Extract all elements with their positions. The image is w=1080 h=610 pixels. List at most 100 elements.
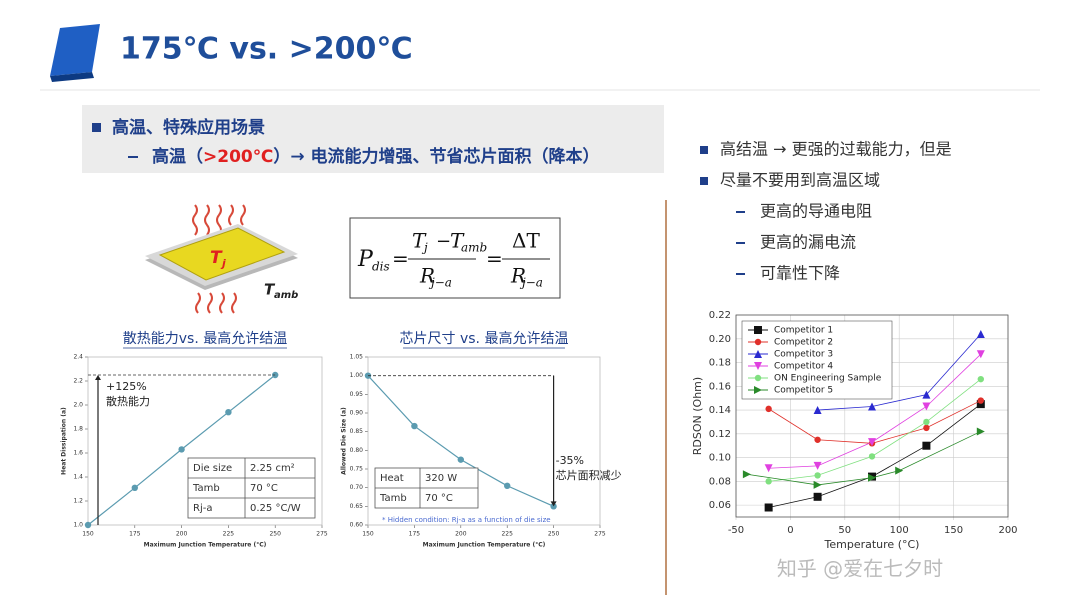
chart-title: 芯片尺寸 vs. 最高允许结温	[400, 330, 569, 347]
marker	[765, 478, 772, 485]
marker	[895, 466, 904, 475]
formula-part: =	[486, 247, 503, 271]
dash-mark	[128, 156, 138, 158]
y-tick-label: 1.6	[73, 450, 83, 457]
chart-title: 散热能力vs. 最高允许结温	[123, 330, 287, 347]
formula-part: dis	[372, 260, 390, 274]
marker	[764, 503, 773, 512]
marker	[868, 402, 876, 411]
legend-label: Competitor 3	[774, 350, 833, 360]
y-tick-label: 1.2	[73, 498, 83, 505]
marker	[977, 375, 984, 383]
y-tick-label: 0.18	[709, 358, 731, 369]
marker	[976, 400, 985, 409]
formula-part: P	[357, 247, 374, 272]
formula-box	[349, 217, 561, 299]
y-tick-label: 0.75	[350, 466, 364, 473]
point	[457, 456, 464, 463]
x-tick-label: 200	[455, 531, 467, 538]
x-tick-label: 175	[129, 531, 141, 538]
dash-mark	[736, 242, 745, 244]
box-sub-b: >200℃	[203, 147, 273, 167]
marker	[922, 402, 931, 411]
marker	[742, 470, 751, 479]
y-tick-label: 0.70	[350, 484, 364, 491]
box-bullet: 高温、特殊应用场景	[112, 117, 265, 138]
marker	[923, 418, 930, 426]
y-tick-label: 0.95	[350, 391, 364, 398]
formula-part: amb	[461, 241, 487, 255]
legend-label: ON Engineering Sample	[774, 374, 882, 384]
x-tick-label: 225	[501, 531, 513, 538]
y-tick-label: 1.05	[350, 354, 364, 361]
point	[225, 409, 232, 416]
y-tick-label: 0.20	[709, 334, 731, 345]
marker	[764, 464, 773, 473]
x-tick-label: 100	[890, 525, 909, 536]
x-axis-label: Maximum Junction Temperature (°C)	[144, 542, 267, 549]
table-cell: 320 W	[425, 473, 457, 484]
x-tick-label: 200	[998, 525, 1017, 536]
y-tick-label: 1.0	[73, 522, 83, 529]
point	[178, 446, 185, 453]
y-tick-label: 1.00	[350, 372, 364, 379]
point	[411, 422, 418, 430]
y-tick-label: 0.08	[709, 476, 731, 487]
y-tick-label: 0.80	[350, 447, 364, 454]
arrow-head	[95, 375, 101, 380]
x-tick-label: 50	[838, 525, 851, 536]
formula-part: T	[450, 229, 465, 253]
legend-label: Competitor 1	[774, 326, 833, 336]
marker	[868, 453, 876, 460]
marker	[813, 492, 822, 501]
x-tick-label: 175	[409, 531, 421, 538]
y-axis-label: Allowed Die Size (a)	[341, 407, 348, 475]
chart-note: * Hidden condition: Rj-a as a function o…	[382, 516, 551, 524]
formula-part: −	[436, 231, 451, 252]
legend-marker	[754, 326, 762, 334]
table-frame	[187, 457, 316, 519]
point	[84, 521, 92, 529]
formula-part: ΔT	[512, 229, 540, 253]
y-tick-label: 2.0	[73, 402, 83, 409]
right-bullet: 尽量不要用到高温区域	[720, 171, 880, 190]
chart: 散热能力vs. 最高允许结温 1.0 1.2 1.4 1.6 1.8 2.0 2.2 2.4 15…	[61, 330, 328, 549]
x-axis-label: Maximum Junction Temperature (°C)	[423, 542, 546, 549]
title-icon-edge	[50, 72, 94, 82]
y-tick-label: 0.90	[350, 410, 364, 417]
legend-marker	[754, 386, 762, 394]
x-tick-label: 0	[787, 525, 793, 536]
legend-label: Competitor 4	[774, 362, 833, 372]
marker	[976, 427, 985, 436]
table-cell: Die size	[193, 463, 232, 474]
y-tick-label: 2.2	[73, 378, 83, 385]
marker	[813, 461, 822, 470]
marker	[922, 441, 931, 450]
legend-marker	[754, 374, 762, 382]
marker	[814, 436, 821, 443]
table-cell: Heat	[380, 473, 404, 484]
table-cell: 0.25 °C/W	[250, 503, 301, 514]
y-axis-label: RDSON (Ohm)	[691, 377, 704, 455]
x-tick-label: 275	[316, 531, 328, 538]
marker	[868, 438, 876, 447]
bullet-mark	[92, 123, 101, 132]
table-cell: Rj-a	[193, 503, 212, 514]
formula-part: j	[421, 241, 428, 255]
point	[504, 482, 511, 489]
box-sub-a: 高温（	[152, 146, 203, 167]
title-icon	[50, 24, 100, 76]
legend-marker	[754, 362, 762, 370]
chip-tj: T	[210, 248, 223, 268]
series-line	[817, 333, 982, 411]
x-tick-label: 150	[944, 525, 963, 536]
point	[131, 484, 138, 491]
x-tick-label: 225	[223, 531, 235, 538]
marker	[976, 330, 985, 339]
x-tick-label: 200	[176, 531, 188, 538]
formula-part: T	[412, 229, 427, 253]
legend-marker	[754, 350, 762, 358]
marker	[922, 390, 931, 399]
